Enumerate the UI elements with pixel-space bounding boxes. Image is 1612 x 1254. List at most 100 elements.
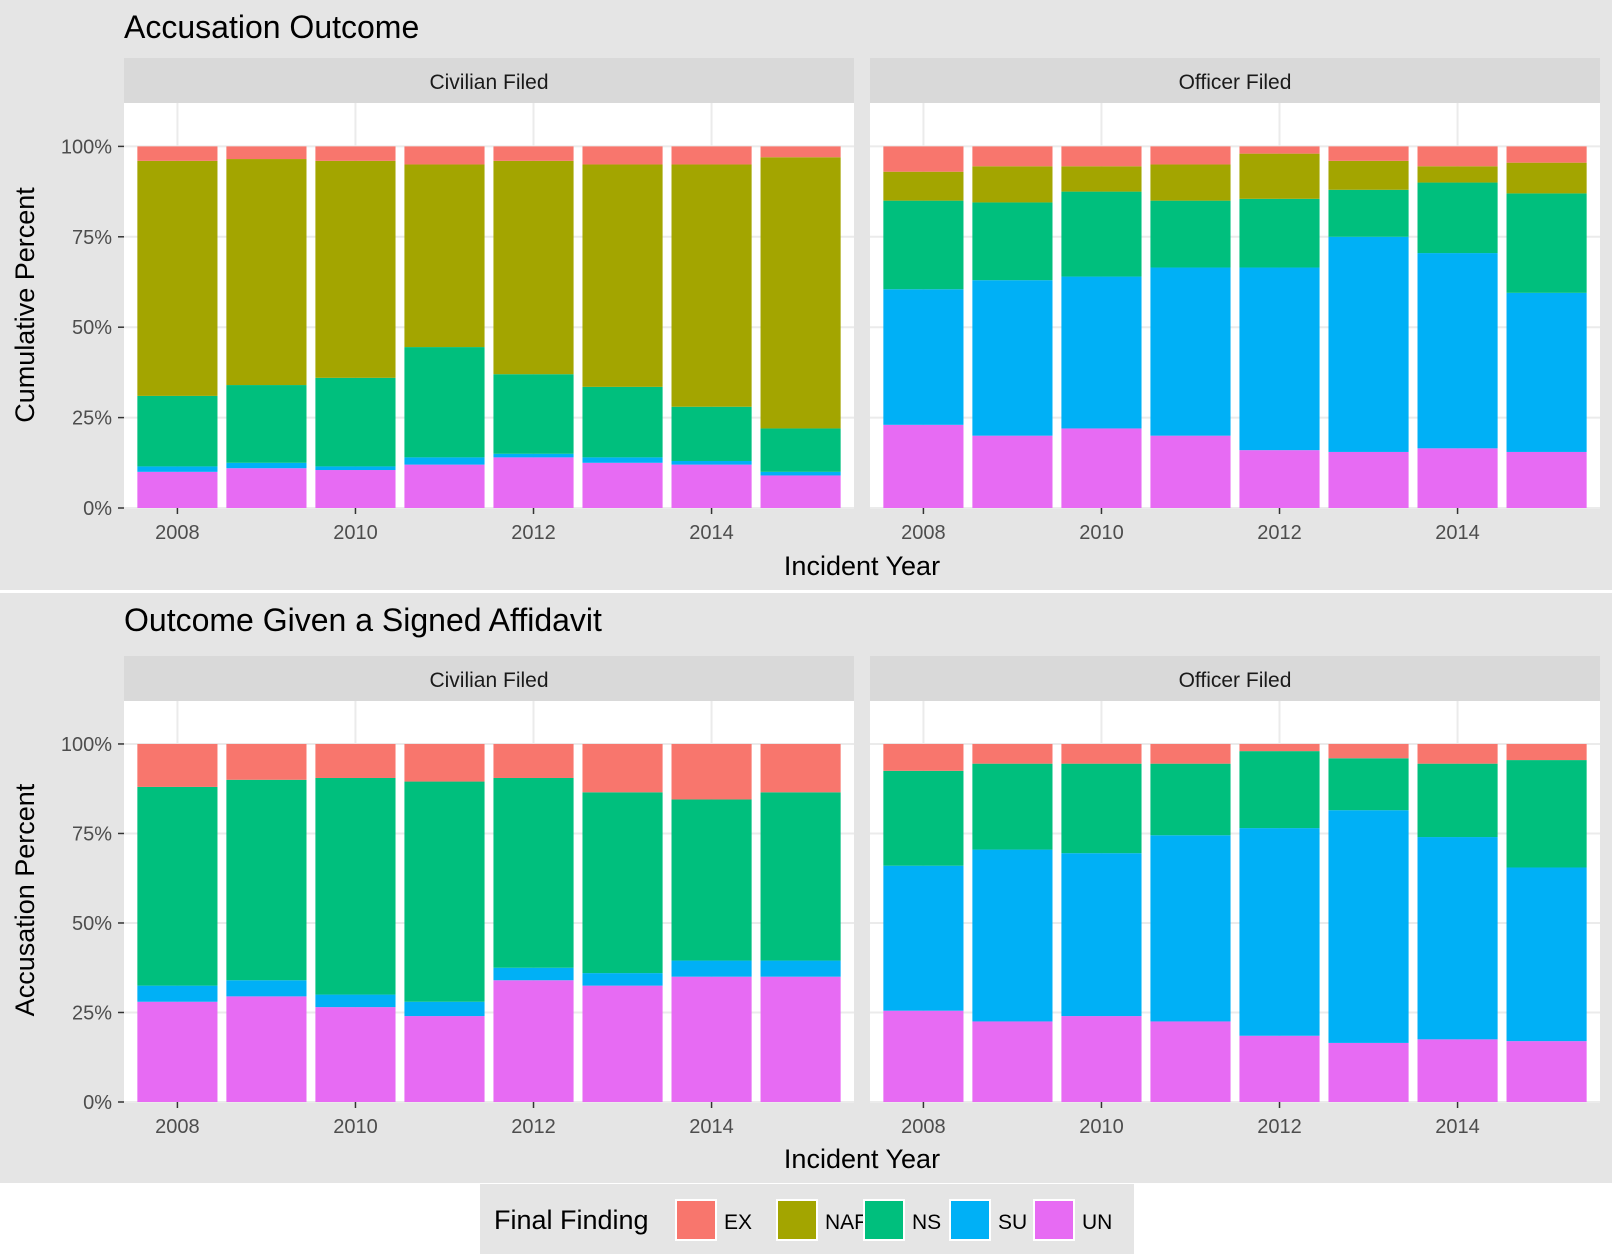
bar-segment-ns-2015 — [1506, 193, 1587, 293]
x-tick-label: 2008 — [155, 1116, 200, 1138]
bar-segment-naf-2009 — [226, 159, 307, 386]
bar-segment-ex-2014 — [1417, 146, 1498, 167]
bar-segment-naf-2008 — [883, 171, 964, 201]
facet-civilian-filed: Civilian Filed — [124, 656, 854, 1103]
facet-officer-filed: Officer Filed — [870, 58, 1600, 509]
x-tick-label: 2014 — [1435, 1116, 1480, 1138]
bar-segment-su-2014 — [1417, 837, 1498, 1040]
legend-swatch — [675, 1199, 717, 1241]
x-axis-title: Incident Year — [784, 551, 940, 581]
x-tick-label: 2010 — [333, 1116, 378, 1138]
bar-segment-naf-2012 — [1239, 153, 1320, 199]
bar-segment-un-2010 — [1061, 428, 1142, 508]
bar-layer — [124, 701, 854, 1103]
chart-outcome-given-signed-affidavit: Outcome Given a Signed Affidavit Civilia… — [0, 593, 1612, 1183]
facet-strip-label: Officer Filed — [1179, 669, 1292, 692]
bar-segment-su-2015 — [760, 471, 841, 476]
bar-layer — [870, 103, 1600, 509]
bar-segment-ex-2010 — [315, 146, 396, 161]
x-tick-label: 2014 — [689, 1116, 734, 1138]
bar-segment-ex-2010 — [1061, 146, 1142, 167]
bar-segment-un-2008 — [137, 1001, 218, 1102]
bar-segment-un-2014 — [671, 976, 752, 1102]
bar-segment-ns-2014 — [671, 406, 752, 461]
bar-segment-naf-2015 — [1506, 162, 1587, 194]
bar-segment-un-2009 — [226, 468, 307, 508]
bar-segment-ns-2011 — [1150, 200, 1231, 268]
bar-segment-ex-2015 — [1506, 743, 1587, 761]
bar-segment-naf-2010 — [1061, 166, 1142, 192]
x-tick-label: 2012 — [1257, 522, 1302, 544]
bar-segment-un-2009 — [226, 996, 307, 1102]
bar-segment-ns-2012 — [493, 777, 574, 968]
bar-segment-su-2013 — [582, 457, 663, 463]
bar-segment-ex-2014 — [671, 146, 752, 165]
x-tick-label: 2014 — [689, 522, 734, 544]
bar-segment-su-2013 — [1328, 236, 1409, 452]
bar-segment-un-2015 — [1506, 451, 1587, 508]
chart-accusation-outcome: Accusation Outcome Civilian Filed Office… — [0, 0, 1612, 590]
bar-segment-naf-2009 — [972, 166, 1053, 203]
bar-segment-ns-2015 — [760, 792, 841, 961]
bar-segment-ns-2010 — [315, 777, 396, 995]
bar-segment-ex-2010 — [1061, 743, 1142, 764]
y-tick-label: 0% — [83, 498, 112, 520]
bar-segment-su-2012 — [493, 453, 574, 458]
bar-segment-naf-2015 — [760, 157, 841, 429]
bar-segment-su-2009 — [972, 849, 1053, 1022]
facet-strip — [870, 656, 1600, 701]
bar-segment-ex-2009 — [972, 146, 1053, 167]
bar-segment-ns-2011 — [404, 781, 485, 1002]
legend-item-su: SU — [949, 1199, 1027, 1241]
legend-label: NAF — [825, 1211, 867, 1234]
chart-title: Outcome Given a Signed Affidavit — [124, 602, 602, 638]
bar-segment-un-2012 — [1239, 450, 1320, 508]
x-axis: 2008 2010 2012 2014 — [901, 508, 1480, 544]
bar-segment-su-2012 — [493, 967, 574, 981]
y-tick-label: 100% — [61, 136, 112, 158]
bar-segment-su-2011 — [404, 457, 485, 465]
bar-segment-ex-2015 — [760, 743, 841, 793]
bar-segment-ex-2013 — [1328, 743, 1409, 759]
bar-segment-su-2010 — [315, 994, 396, 1008]
legend-keys: EX NAF NS SU UN — [675, 1199, 1112, 1241]
x-tick-label: 2010 — [1079, 1116, 1124, 1138]
x-tick-label: 2008 — [901, 1116, 946, 1138]
y-tick-label: 100% — [61, 734, 112, 756]
facet-strip — [870, 58, 1600, 103]
bar-segment-su-2010 — [315, 466, 396, 471]
x-axis: 2008 2010 2012 2014 — [155, 1102, 734, 1138]
facet-strip-label: Civilian Filed — [429, 71, 548, 94]
bar-segment-un-2009 — [972, 1021, 1053, 1102]
bar-segment-ns-2011 — [404, 347, 485, 458]
legend-swatch — [949, 1199, 991, 1241]
bar-segment-naf-2014 — [671, 164, 752, 407]
bar-segment-ex-2009 — [972, 743, 1053, 764]
bar-segment-su-2014 — [671, 960, 752, 977]
legend-item-ns: NS — [863, 1199, 941, 1241]
bar-segment-ns-2012 — [1239, 198, 1320, 268]
bar-segment-su-2015 — [1506, 292, 1587, 452]
legend-item-naf: NAF — [776, 1199, 867, 1241]
bar-segment-su-2008 — [137, 985, 218, 1002]
bar-segment-ns-2014 — [1417, 182, 1498, 254]
bar-segment-naf-2011 — [1150, 164, 1231, 201]
bar-segment-ex-2014 — [671, 743, 752, 800]
bar-segment-un-2009 — [972, 435, 1053, 508]
bar-segment-naf-2011 — [404, 164, 485, 348]
bar-segment-ns-2009 — [226, 385, 307, 463]
bar-segment-ns-2009 — [226, 779, 307, 981]
facet-strip — [124, 58, 854, 103]
bar-segment-ns-2014 — [1417, 763, 1498, 838]
bar-segment-ns-2008 — [137, 786, 218, 986]
bar-segment-un-2008 — [883, 424, 964, 508]
bar-segment-naf-2012 — [493, 160, 574, 375]
legend: Final Finding EX NAF NS SU UN — [480, 1184, 1134, 1254]
bar-segment-ex-2008 — [883, 743, 964, 771]
bar-segment-ns-2013 — [582, 386, 663, 458]
bar-segment-su-2013 — [1328, 810, 1409, 1043]
bar-segment-ex-2012 — [1239, 743, 1320, 752]
legend-title: Final Finding — [494, 1205, 649, 1235]
bar-segment-su-2011 — [404, 1001, 485, 1017]
bar-segment-un-2008 — [883, 1010, 964, 1102]
